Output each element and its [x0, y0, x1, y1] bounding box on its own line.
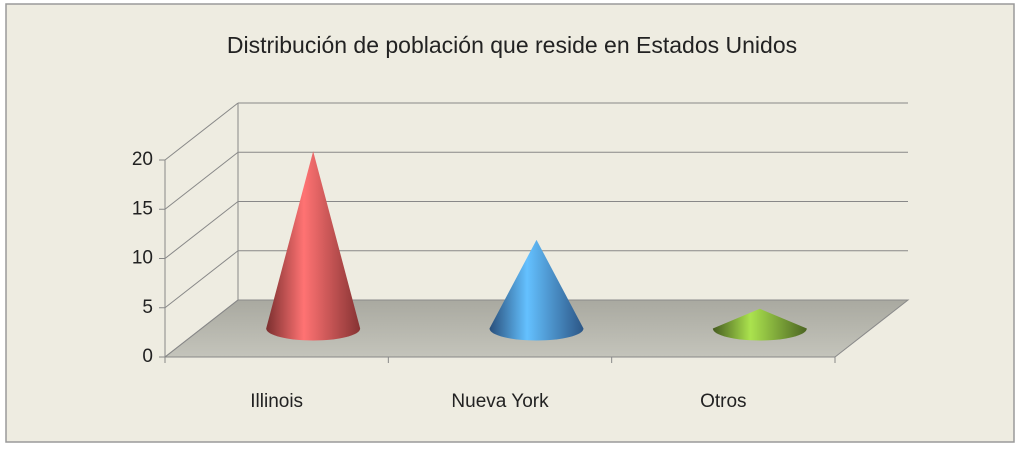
y-tick-label: 20	[132, 149, 153, 170]
y-tick-label: 15	[132, 198, 153, 219]
chart-title: Distribución de población que reside en …	[227, 32, 797, 58]
grid-line	[164, 201, 239, 259]
x-tick-label: Nueva York	[451, 391, 549, 412]
cone	[266, 151, 361, 341]
grid-line	[164, 299, 239, 358]
cone	[489, 239, 584, 341]
cone	[712, 308, 807, 341]
grid-line	[164, 102, 239, 161]
grid-line	[164, 151, 239, 210]
y-tick-label: 10	[132, 248, 153, 269]
grid-line	[164, 250, 239, 309]
chart-frame	[5, 3, 1015, 443]
x-tick-label: Otros	[700, 391, 746, 412]
y-tick-label: 5	[142, 297, 153, 318]
y-tick-label: 0	[142, 346, 153, 367]
x-tick-label: Illinois	[250, 391, 303, 412]
